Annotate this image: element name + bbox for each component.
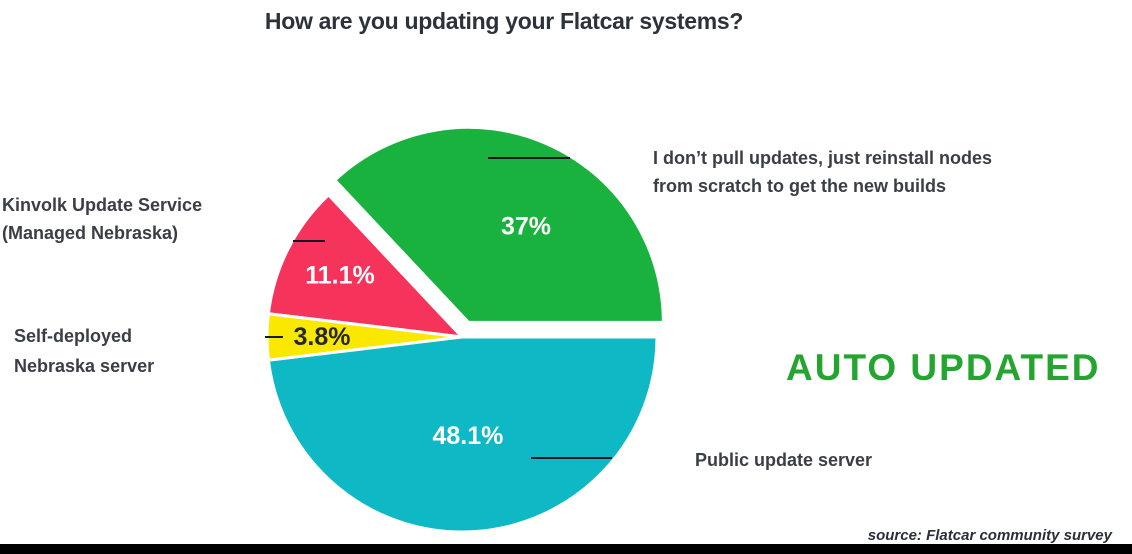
footer-bar	[0, 544, 1132, 554]
pie-slice-self-deployed-nebraska-percent-label: 3.8%	[293, 323, 350, 351]
slice-label-public-update-server: Public update server	[695, 450, 873, 470]
slice-label-self-deployed-nebraska: Self-deployed Nebraska server	[14, 326, 155, 376]
source-note: source: Flatcar community survey	[867, 527, 1112, 544]
auto-updated-annotation: AUTO UPDATED	[786, 347, 1101, 388]
pie-slice-kinvolk-update-service	[266, 193, 464, 339]
pie-slice-public-update-server	[266, 335, 659, 534]
slice-label-kinvolk-update-service: Kinvolk Update Service (Managed Nebraska…	[2, 195, 203, 243]
slice-label-reinstall-from-scratch: I don’t pull updates, just reinstall nod…	[653, 148, 993, 196]
pie-slice-public-update-server-percent-label: 48.1%	[432, 422, 503, 450]
pie-slice-kinvolk-update-service-percent-label: 11.1%	[305, 261, 375, 289]
pie-slice-reinstall-from-scratch	[333, 125, 665, 324]
pie-slice-reinstall-from-scratch-percent-label: 37%	[501, 212, 551, 240]
chart-title: How are you updating your Flatcar system…	[264, 8, 744, 34]
